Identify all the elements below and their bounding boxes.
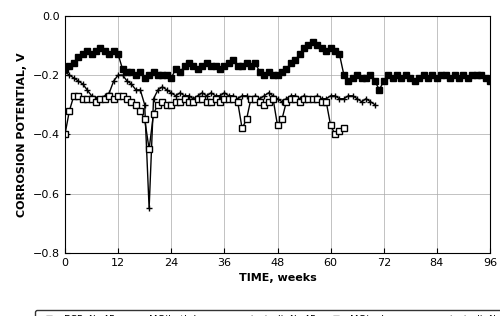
ECR-4h-45 — [487, 79, 493, 83]
ECR-4h-45 — [274, 73, 280, 77]
ECR-4h-45 — [310, 40, 316, 44]
MC(both layers penetrated)-4h-45 — [71, 76, 77, 80]
ECR-4h-45 — [306, 44, 312, 47]
ECR-4h-45 — [93, 50, 99, 53]
MC(both layers penetrated)-4h-45 — [217, 94, 223, 98]
MC(only epoxy penetrated)-4h-45 — [208, 100, 214, 104]
Line: MC(both layers penetrated)-4h-45: MC(both layers penetrated)-4h-45 — [62, 69, 378, 212]
MC(only epoxy penetrated)-4h-45 — [341, 126, 347, 130]
Y-axis label: CORROSION POTENTIAL, V: CORROSION POTENTIAL, V — [18, 52, 28, 216]
MC(both layers penetrated)-4h-45 — [62, 70, 68, 74]
X-axis label: TIME, weeks: TIME, weeks — [238, 273, 316, 283]
MC(only epoxy penetrated)-4h-45 — [62, 132, 68, 136]
Line: ECR-4h-45: ECR-4h-45 — [62, 40, 493, 93]
ECR-4h-45 — [376, 88, 382, 92]
MC(both layers penetrated)-4h-45 — [372, 103, 378, 106]
MC(only epoxy penetrated)-4h-45 — [248, 97, 254, 100]
MC(only epoxy penetrated)-4h-45 — [146, 147, 152, 151]
MC(both layers penetrated)-4h-45 — [146, 206, 152, 210]
MC(only epoxy penetrated)-4h-45 — [186, 100, 192, 104]
MC(both layers penetrated)-4h-45 — [155, 88, 161, 92]
ECR-4h-45 — [398, 76, 404, 80]
MC(both layers penetrated)-4h-45 — [358, 100, 364, 104]
MC(only epoxy penetrated)-4h-45 — [71, 94, 77, 98]
Line: MC(only epoxy penetrated)-4h-45: MC(only epoxy penetrated)-4h-45 — [62, 93, 346, 152]
MC(both layers penetrated)-4h-45 — [252, 94, 258, 98]
ECR-4h-45 — [172, 67, 178, 71]
MC(only epoxy penetrated)-4h-45 — [102, 97, 108, 100]
ECR-4h-45 — [76, 55, 82, 59]
Legend: ECR-4h-45, MC(both layers penetrated)-4h-45, MC(only epoxy penetrated)-4h-45: ECR-4h-45, MC(both layers penetrated)-4h… — [34, 310, 500, 316]
MC(only epoxy penetrated)-4h-45 — [252, 97, 258, 100]
ECR-4h-45 — [62, 67, 68, 71]
MC(both layers penetrated)-4h-45 — [301, 94, 307, 98]
MC(only epoxy penetrated)-4h-45 — [226, 97, 232, 100]
